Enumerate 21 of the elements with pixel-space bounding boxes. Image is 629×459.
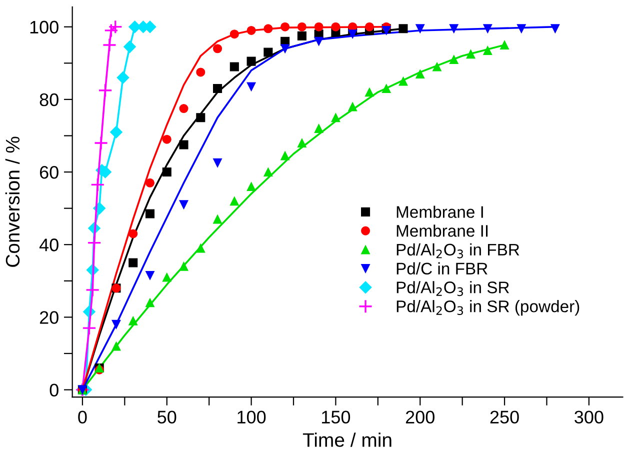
y-axis-title: Conversion / % [5,136,20,267]
y-tick-label: 0 [50,384,58,396]
y-tick-label: 40 [39,238,58,252]
x-axis-title: Time / min [302,432,392,447]
legend-label: Pd/Al$_{2}$O$_{3}$ in SR (powder) [396,300,580,316]
legend-label: Membrane II [396,224,488,237]
legend-label: Pd/C in FBR [396,262,488,275]
x-tick-label: 250 [490,410,519,424]
y-tick-label: 20 [40,311,58,324]
legend-label: Pd/Al$_{2}$O$_{3}$ in FBR [396,243,520,258]
x-tick-label: 100 [238,410,266,424]
x-tick-label: 150 [322,410,350,424]
y-tick-label: 60 [40,166,58,179]
y-tick-label: 100 [30,20,58,34]
x-tick-label: 50 [158,410,176,424]
x-tick-label: 0 [78,410,87,424]
y-tick-label: 80 [40,93,58,106]
x-tick-label: 300 [574,410,604,424]
legend-label: Pd/Al$_{2}$O$_{3}$ in SR [396,281,510,296]
x-tick-label: 200 [406,410,434,424]
legend-label: Membrane I [396,206,483,218]
